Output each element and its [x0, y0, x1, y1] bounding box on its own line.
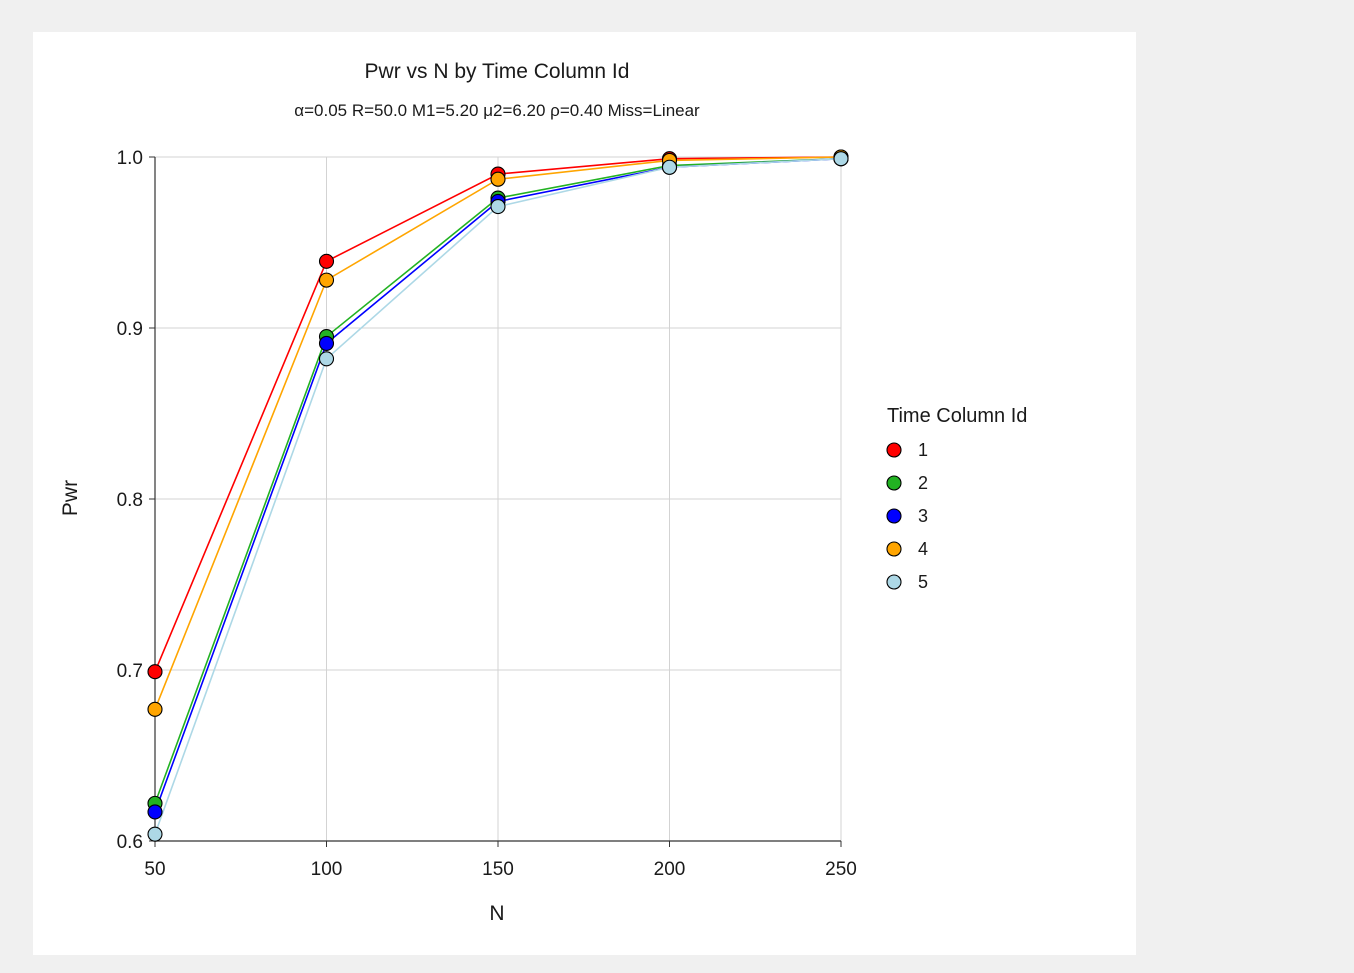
legend-title: Time Column Id	[887, 405, 1027, 427]
data-point-series-4	[147, 701, 163, 717]
x-tick-label: 200	[654, 859, 686, 880]
legend-marker-2	[886, 475, 902, 491]
legend-marker-4	[886, 541, 902, 557]
legend-label-2: 2	[918, 473, 928, 493]
data-point-series-3	[147, 804, 163, 820]
x-tick-label: 100	[311, 859, 343, 880]
x-tick-label: 250	[825, 859, 857, 880]
data-point-series-5	[147, 826, 163, 842]
legend: Time Column Id 1 2 3 4 5	[886, 405, 1027, 592]
y-tick-label: 0.7	[117, 661, 143, 682]
legend-label-1: 1	[918, 440, 928, 460]
y-axis-label: Pwr	[59, 480, 82, 516]
x-axis-label: N	[489, 902, 504, 925]
data-point-series-4	[490, 171, 506, 187]
y-tick-label: 0.6	[117, 832, 143, 853]
data-point-series-4	[318, 272, 335, 288]
chart-title: Pwr vs N by Time Column Id	[365, 60, 630, 83]
chart-panel: Pwr vs N by Time Column Id α=0.05 R=50.0…	[33, 32, 1136, 955]
data-point-series-3	[318, 335, 335, 351]
data-point-series-1	[147, 664, 163, 680]
legend-label-4: 4	[918, 539, 928, 559]
axes	[149, 156, 842, 847]
y-tick-label: 1.0	[117, 148, 143, 169]
data-point-series-5	[833, 151, 849, 167]
data-point-series-5	[490, 199, 506, 215]
x-tick-label: 150	[482, 859, 514, 880]
y-tick-label: 0.9	[117, 319, 143, 340]
grid	[154, 156, 842, 842]
legend-label-3: 3	[918, 506, 928, 526]
legend-marker-3	[886, 508, 902, 524]
legend-marker-5	[886, 574, 902, 590]
legend-label-5: 5	[918, 572, 928, 592]
chart-subtitle: α=0.05 R=50.0 M1=5.20 μ2=6.20 ρ=0.40 Mis…	[294, 101, 700, 120]
chart: Pwr vs N by Time Column Id α=0.05 R=50.0…	[59, 60, 1027, 925]
x-tick-label: 50	[144, 859, 165, 880]
data-point-series-5	[661, 159, 678, 175]
tick-labels: 50 100 150 200 250 0.6 0.7 0.8 0.9 1.0	[117, 148, 857, 880]
y-tick-label: 0.8	[117, 490, 143, 511]
series-group	[147, 149, 849, 842]
data-point-series-1	[318, 253, 335, 269]
legend-marker-1	[886, 442, 902, 458]
data-point-series-5	[318, 351, 335, 367]
